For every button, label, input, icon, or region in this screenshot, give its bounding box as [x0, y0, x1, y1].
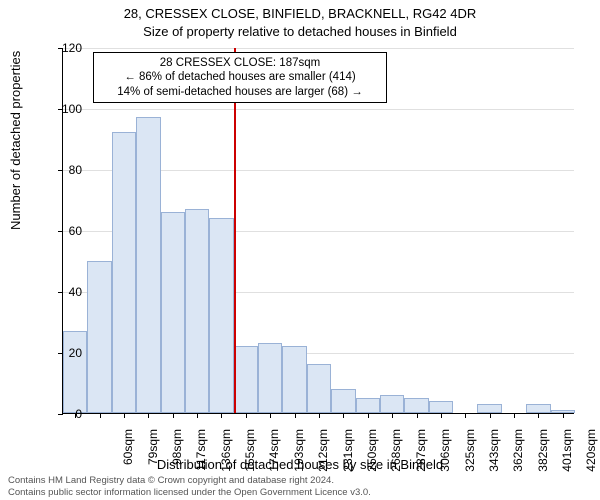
chart-title-2: Size of property relative to detached ho…	[0, 24, 600, 39]
ytick-label: 20	[69, 346, 82, 360]
ytick-label: 120	[62, 41, 82, 55]
ytick-mark	[58, 292, 63, 293]
footer-line-1: Contains HM Land Registry data © Crown c…	[8, 475, 371, 486]
gridline	[63, 109, 574, 110]
histogram-bar	[87, 261, 111, 414]
xtick-mark	[124, 413, 125, 418]
ytick-mark	[58, 231, 63, 232]
marker-annotation-box: 28 CRESSEX CLOSE: 187sqm← 86% of detache…	[93, 52, 387, 103]
footer-line-2: Contains public sector information licen…	[8, 487, 371, 498]
y-axis-label: Number of detached properties	[8, 51, 23, 230]
marker-text-line: 14% of semi-detached houses are larger (…	[100, 85, 380, 99]
xtick-mark	[441, 413, 442, 418]
ytick-label: 100	[62, 102, 82, 116]
histogram-bar	[258, 343, 282, 413]
xtick-mark	[197, 413, 198, 418]
histogram-bar	[380, 395, 404, 413]
xtick-mark	[514, 413, 515, 418]
ytick-label: 0	[75, 407, 82, 421]
footer-attribution: Contains HM Land Registry data © Crown c…	[8, 475, 371, 498]
histogram-bar	[112, 132, 136, 413]
chart-title-1: 28, CRESSEX CLOSE, BINFIELD, BRACKNELL, …	[0, 6, 600, 21]
xtick-mark	[417, 413, 418, 418]
histogram-bar	[185, 209, 209, 413]
xtick-mark	[538, 413, 539, 418]
histogram-bar	[63, 331, 87, 413]
xtick-mark	[221, 413, 222, 418]
gridline	[63, 48, 574, 49]
histogram-bar	[526, 404, 550, 413]
histogram-bar	[331, 389, 355, 413]
histogram-bar	[282, 346, 306, 413]
xtick-mark	[490, 413, 491, 418]
ytick-label: 60	[69, 224, 82, 238]
histogram-bar	[161, 212, 185, 413]
xtick-mark	[343, 413, 344, 418]
marker-text-line: 28 CRESSEX CLOSE: 187sqm	[100, 56, 380, 70]
xtick-mark	[368, 413, 369, 418]
histogram-bar	[477, 404, 501, 413]
xtick-mark	[246, 413, 247, 418]
histogram-chart: 28, CRESSEX CLOSE, BINFIELD, BRACKNELL, …	[0, 0, 600, 500]
ytick-mark	[58, 414, 63, 415]
xtick-mark	[465, 413, 466, 418]
histogram-bar	[404, 398, 428, 413]
ytick-label: 80	[69, 163, 82, 177]
histogram-bar	[356, 398, 380, 413]
histogram-bar	[209, 218, 233, 413]
xtick-mark	[148, 413, 149, 418]
plot-area: 28 CRESSEX CLOSE: 187sqm← 86% of detache…	[62, 48, 574, 414]
xtick-mark	[295, 413, 296, 418]
ytick-label: 40	[69, 285, 82, 299]
histogram-bar	[429, 401, 453, 413]
xtick-mark	[173, 413, 174, 418]
x-axis-label: Distribution of detached houses by size …	[0, 457, 600, 472]
histogram-bar	[234, 346, 258, 413]
xtick-mark	[563, 413, 564, 418]
xtick-mark	[319, 413, 320, 418]
histogram-bar	[307, 364, 331, 413]
xtick-mark	[100, 413, 101, 418]
ytick-mark	[58, 170, 63, 171]
xtick-mark	[270, 413, 271, 418]
histogram-bar	[136, 117, 160, 413]
xtick-mark	[392, 413, 393, 418]
marker-text-line: ← 86% of detached houses are smaller (41…	[100, 70, 380, 84]
